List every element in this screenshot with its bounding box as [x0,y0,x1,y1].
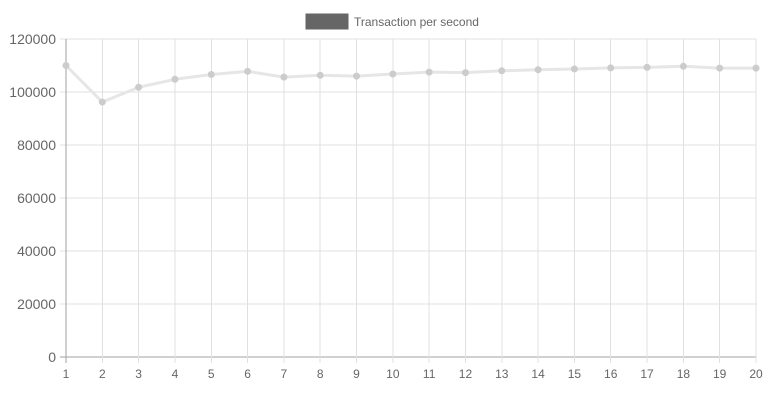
data-point[interactable] [498,67,506,75]
x-tick-label: 11 [423,367,436,381]
legend[interactable]: Transaction per second [305,13,479,30]
y-tick-label: 100000 [9,84,56,100]
x-tick-label: 14 [531,367,545,381]
x-tick-label: 5 [208,367,215,381]
y-tick-label: 60000 [17,190,56,206]
x-tick-label: 12 [459,367,473,381]
x-tick-label: 6 [244,367,251,381]
x-tick-label: 2 [99,367,106,381]
series-line [64,64,756,104]
x-tick-label: 1 [63,367,70,381]
x-tick-label: 19 [713,367,727,381]
data-point[interactable] [389,70,397,78]
y-tick-label: 0 [48,349,56,365]
x-tick-label: 3 [135,367,142,381]
x-tick-label: 8 [317,367,324,381]
grid-lines [60,38,757,363]
x-tick-label: 4 [172,367,179,381]
y-tick-label: 20000 [17,296,56,312]
x-tick-label: 9 [353,367,360,381]
data-point[interactable] [62,62,70,69]
data-point[interactable] [643,63,651,71]
data-point[interactable] [98,98,106,106]
legend-swatch [305,13,349,30]
data-point[interactable] [716,64,724,72]
x-tick-label: 15 [568,367,582,381]
data-point[interactable] [570,65,578,73]
data-point[interactable] [171,75,179,83]
y-tick-label: 120000 [9,31,56,47]
series-layer [62,62,760,106]
x-tick-label: 16 [604,367,618,381]
y-tick-label: 80000 [17,137,56,153]
x-tick-label: 20 [749,367,763,381]
y-tick-label: 40000 [17,243,56,259]
data-point[interactable] [607,64,615,72]
x-tick-label: 18 [677,367,691,381]
x-tick-label: 10 [386,367,400,381]
x-tick-label: 17 [640,367,654,381]
data-point[interactable] [135,83,143,91]
x-tick-label: 13 [495,367,509,381]
data-point[interactable] [353,72,361,80]
data-point[interactable] [244,67,252,75]
data-point[interactable] [752,64,760,72]
data-point[interactable] [534,66,542,74]
data-point[interactable] [207,71,215,79]
legend-label: Transaction per second [354,15,479,29]
data-point[interactable] [316,71,324,79]
data-point[interactable] [280,73,288,81]
data-point[interactable] [679,62,687,70]
data-point[interactable] [425,68,433,76]
data-point[interactable] [461,69,469,77]
x-tick-label: 7 [281,367,288,381]
